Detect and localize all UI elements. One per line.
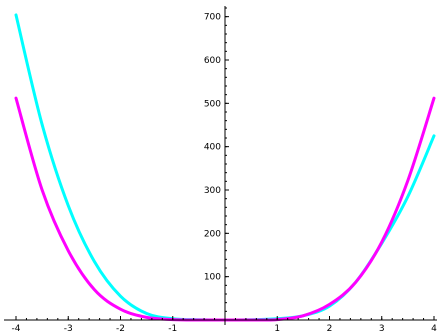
- x-tick-label: 4: [431, 324, 437, 331]
- y-tick-label: 100: [204, 273, 221, 283]
- y-tick-label: 400: [204, 143, 221, 153]
- x-tick-label: 3: [379, 324, 385, 331]
- y-tick-label: 300: [204, 186, 221, 196]
- x-tick-label: -3: [64, 324, 73, 331]
- x-tick-label: 1: [274, 324, 280, 331]
- x-tick-label: -2: [116, 324, 125, 331]
- y-tick-label: 700: [204, 13, 221, 23]
- axes-layer: -4 -3 -2 -1 1 2 3 4 100 200 300 400 500 600 700: [4, 6, 437, 331]
- y-tick-label: 500: [204, 99, 221, 109]
- x-tick-label: 2: [327, 324, 333, 331]
- y-tick-label: 200: [204, 229, 221, 239]
- y-tick-label: 600: [204, 56, 221, 66]
- x-tick-label: -1: [168, 324, 177, 331]
- x-tick-label: -4: [12, 324, 21, 331]
